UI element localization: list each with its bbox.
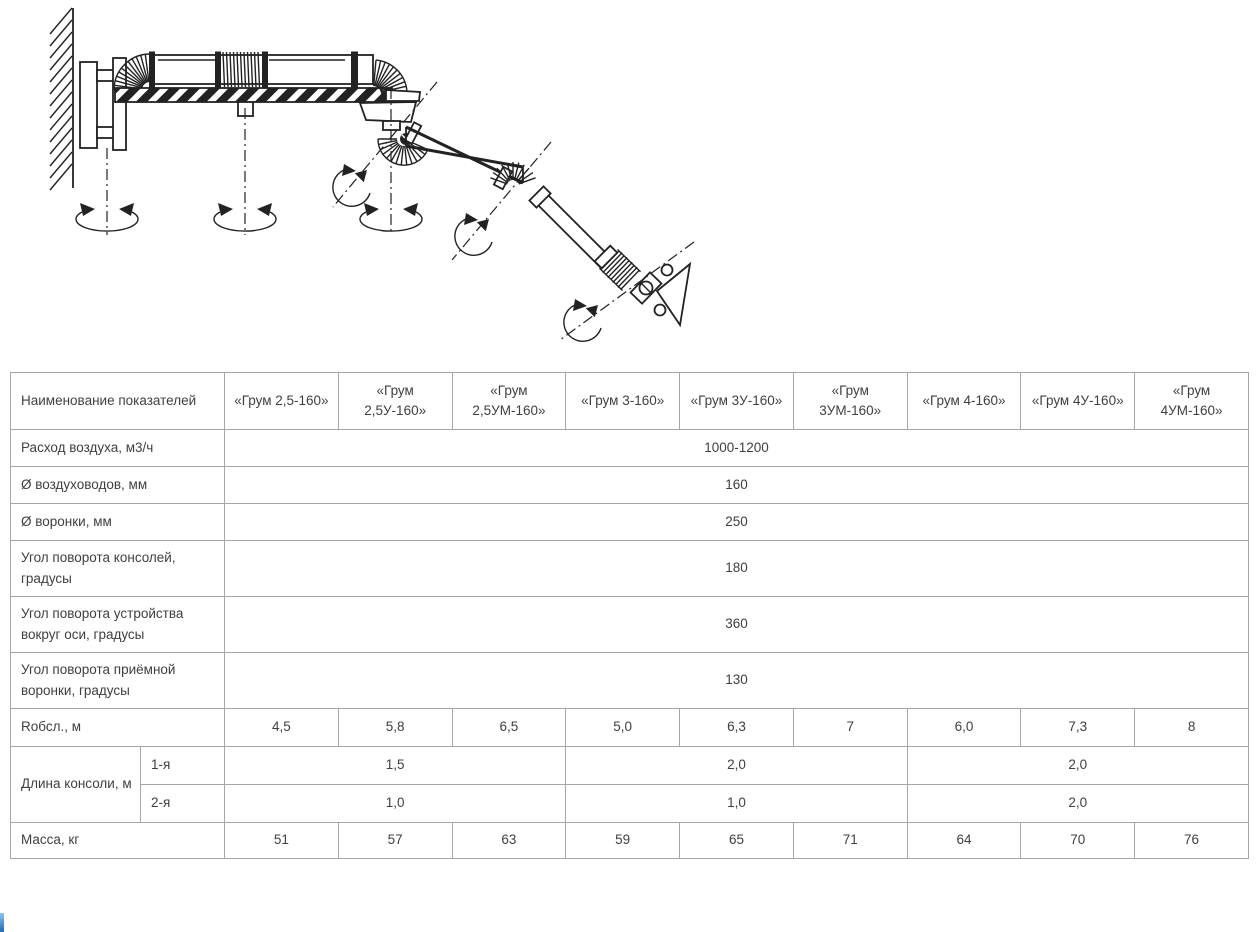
- value-cell: 71: [792, 822, 908, 859]
- value-cell: 63: [451, 822, 567, 859]
- support-beam: [114, 87, 393, 117]
- row-label: Расход воздуха, м3/ч: [9, 429, 226, 467]
- bellows-middle: [222, 51, 261, 88]
- value-cell: 360: [224, 596, 1249, 653]
- value-cell: 180: [224, 540, 1249, 597]
- model-header: «Грум 3УМ-160»: [792, 372, 908, 430]
- row-label: Масса, кг: [9, 822, 226, 859]
- row-label: Угол поворота устройства вокруг оси, гра…: [9, 596, 226, 653]
- table-row: Ø воздуховодов, мм 160: [9, 466, 1249, 504]
- row-label: Угол поворота консолей, градусы: [9, 540, 226, 597]
- value-cell: 7,3: [1020, 708, 1136, 747]
- row-label: Rобсл., м: [9, 708, 226, 747]
- value-cell: 5,8: [337, 708, 453, 747]
- row-label: Ø воздуховодов, мм: [9, 466, 226, 504]
- extraction-arm-diagram: [0, 0, 760, 368]
- value-cell: 64: [906, 822, 1022, 859]
- swivel-plate: [358, 101, 418, 123]
- truss-arm: [403, 121, 524, 191]
- header-row: Наименование показателей «Грум 2,5-160» …: [9, 372, 1249, 430]
- funnel: [629, 261, 692, 328]
- rotation-arrows: [75, 163, 602, 342]
- wall-bracket: [79, 57, 127, 151]
- value-cell: 76: [1134, 822, 1249, 859]
- spec-table: Наименование показателей «Грум 2,5-160» …: [9, 372, 1250, 859]
- spec-table-container: Наименование показателей «Грум 2,5-160» …: [9, 372, 1250, 859]
- value-cell: 1,5: [224, 746, 567, 785]
- model-header: «Грум 2,5-160»: [224, 372, 339, 430]
- sub-row-label: 2-я: [139, 784, 226, 823]
- value-cell: 160: [224, 466, 1249, 504]
- centerline-truss-axis: [332, 81, 438, 208]
- value-cell: 1,0: [224, 784, 567, 823]
- value-cell: 57: [337, 822, 453, 859]
- table-row: Масса, кг 51 57 63 59 65 71 64 70 76: [9, 822, 1249, 859]
- value-cell: 2,0: [906, 784, 1250, 823]
- model-header: «Грум 4-160»: [906, 372, 1022, 430]
- table-row: Ø воронки, мм 250: [9, 503, 1249, 541]
- value-cell: 1,0: [565, 784, 908, 823]
- value-cell: 6,5: [451, 708, 567, 747]
- value-cell: 2,0: [906, 746, 1250, 785]
- value-cell: 70: [1020, 822, 1136, 859]
- bellows-elbow-lower: [377, 138, 429, 166]
- model-header: «Грум 3У-160»: [679, 372, 794, 430]
- value-cell: 8: [1134, 708, 1249, 747]
- value-cell: 51: [224, 822, 339, 859]
- sub-row-label: 1-я: [139, 746, 226, 785]
- centerlines: [106, 81, 695, 341]
- value-cell: 7: [792, 708, 908, 747]
- right-elbow: [358, 59, 429, 166]
- table-row: 2-я 1,0 1,0 2,0: [11, 784, 1250, 823]
- horizontal-duct: [149, 51, 374, 88]
- table-row: Длина консоли, м 1-я 1,5 2,0 2,0: [10, 746, 1250, 823]
- cropped-corner-icon: [0, 913, 4, 932]
- bellows-arm-joint: [490, 162, 536, 185]
- table-row: Угол поворота устройства вокруг оси, гра…: [9, 596, 1249, 653]
- table-row: Угол поворота приёмной воронки, градусы …: [9, 652, 1249, 709]
- rotation-arrow-funnel: [563, 298, 602, 342]
- wall-hatch: [49, 7, 74, 191]
- value-cell: 6,3: [679, 708, 794, 747]
- model-header: «Грум 2,5УМ-160»: [451, 372, 567, 430]
- table-row: Угол поворота консолей, градусы 180: [9, 540, 1249, 597]
- value-cell: 59: [565, 822, 681, 859]
- table-row: Расход воздуха, м3/ч 1000-1200: [9, 429, 1249, 467]
- model-header: «Грум 2,5У-160»: [337, 372, 453, 430]
- row-label: Угол поворота приёмной воронки, градусы: [9, 652, 226, 709]
- row-label: Ø воронки, мм: [9, 503, 226, 541]
- value-cell: 65: [679, 822, 794, 859]
- value-cell: 2,0: [565, 746, 908, 785]
- value-cell: 130: [224, 652, 1249, 709]
- table-row: Rобсл., м 4,5 5,8 6,5 5,0 6,3 7 6,0 7,3 …: [9, 708, 1249, 747]
- model-header: «Грум 4УМ-160»: [1134, 372, 1249, 430]
- value-cell: 5,0: [565, 708, 681, 747]
- lower-tube: [528, 185, 619, 270]
- bellows-funnel: [598, 249, 642, 291]
- centerline-funnel-axis: [559, 241, 695, 341]
- value-cell: 4,5: [224, 708, 339, 747]
- model-header: «Грум 4У-160»: [1020, 372, 1136, 430]
- centerline-tube-axis: [451, 141, 552, 261]
- row-label: Длина консоли, м: [10, 746, 141, 823]
- value-cell: 1000-1200: [224, 429, 1249, 467]
- value-cell: 6,0: [906, 708, 1022, 747]
- value-cell: 250: [224, 503, 1249, 541]
- extraction-arm-drawing: [49, 7, 695, 342]
- header-name-cell: Наименование показателей: [9, 372, 226, 430]
- model-header: «Грум 3-160»: [565, 372, 681, 430]
